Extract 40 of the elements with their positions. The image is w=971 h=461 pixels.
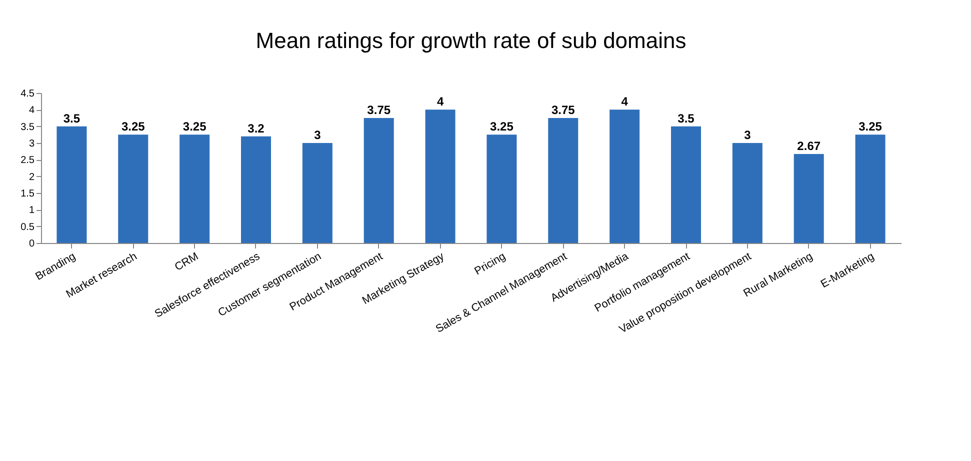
y-tick-label: 2 <box>28 172 35 183</box>
y-tick-label: 3.5 <box>20 122 35 133</box>
bar <box>486 134 517 243</box>
bar <box>610 110 640 243</box>
y-tick-label: 0.5 <box>20 222 35 233</box>
bar <box>118 134 148 243</box>
data-label: 2.67 <box>797 139 821 153</box>
data-label: 3.5 <box>63 111 80 126</box>
y-tick-label: 1 <box>28 205 35 216</box>
bar <box>180 134 210 243</box>
bar <box>732 143 762 243</box>
data-label: 4 <box>436 94 444 109</box>
data-label: 4 <box>621 94 628 109</box>
bar <box>425 110 456 243</box>
data-label: 3.75 <box>551 103 576 117</box>
y-tick-label: 3 <box>28 138 35 150</box>
y-tick-label: 4.5 <box>20 88 35 100</box>
y-tick-label: 2.5 <box>20 155 35 166</box>
y-tick-label: 1.5 <box>20 188 35 200</box>
data-label: 3.2 <box>248 121 265 136</box>
data-label: 3.25 <box>182 120 207 134</box>
data-label: 3.5 <box>678 111 695 126</box>
bar <box>56 126 87 243</box>
y-tick-label: 0 <box>28 238 35 250</box>
bar <box>671 126 701 243</box>
data-label: 3 <box>744 128 752 142</box>
bar <box>241 136 271 243</box>
bar <box>548 118 578 243</box>
bar <box>794 154 824 243</box>
chart-title: Mean ratings for growth rate of sub domains <box>256 28 686 53</box>
data-label: 3.25 <box>490 120 514 134</box>
data-label: 3.25 <box>121 120 146 134</box>
bar <box>364 118 394 243</box>
data-label: 3.75 <box>367 103 391 117</box>
x-tick-label: CRM <box>172 250 201 274</box>
bar <box>302 143 332 243</box>
bar <box>855 134 886 243</box>
data-label: 3.25 <box>858 120 882 134</box>
data-label: 3 <box>314 128 322 142</box>
y-tick-label: 4 <box>28 105 35 116</box>
